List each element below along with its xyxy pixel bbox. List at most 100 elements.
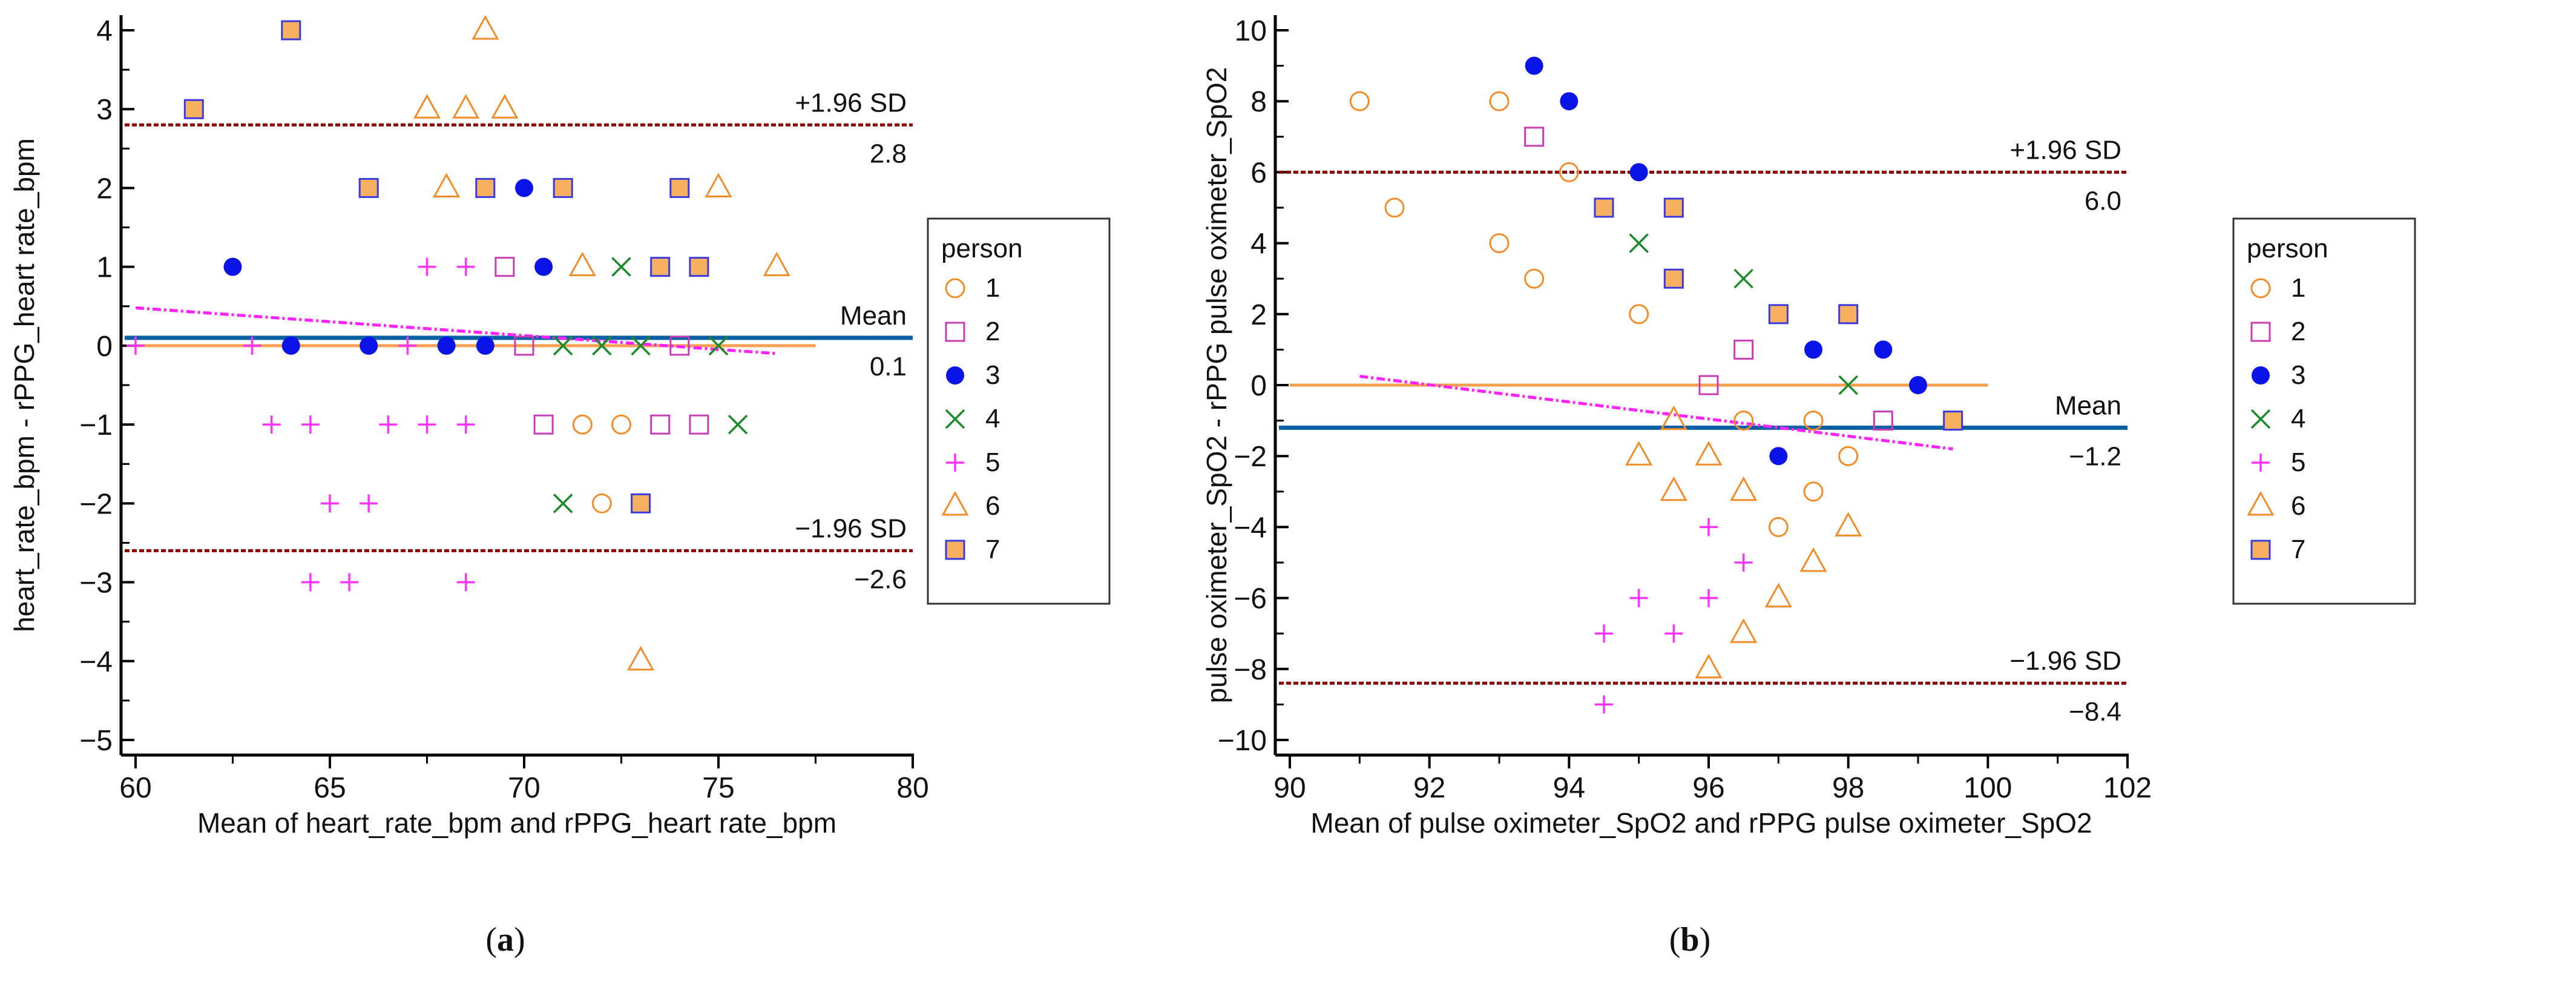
data-point	[611, 257, 631, 277]
data-point	[572, 414, 593, 435]
data-point	[1733, 339, 1754, 360]
y-tick-label: 6	[1250, 157, 1267, 189]
mean-value: 0.1	[870, 352, 907, 381]
legend-label: 1	[985, 273, 1000, 303]
data-point	[705, 173, 732, 197]
legend-label: 3	[985, 360, 1000, 390]
data-point	[669, 335, 690, 356]
legend: person 1 2 3 4 5 6 7	[927, 217, 1111, 605]
data-point	[281, 20, 301, 41]
data-point	[223, 257, 242, 276]
series-person-6	[1625, 405, 1862, 679]
data-point	[398, 336, 417, 355]
legend-marker-triangle	[941, 490, 969, 516]
data-point	[491, 94, 519, 119]
legend-label: 7	[985, 535, 1000, 564]
y-tick-label: −3	[79, 567, 113, 599]
y-axis-label: pulse oximeter_SpO2 - rPPG pulse oximete…	[1201, 67, 1232, 704]
legend-marker-x	[945, 409, 965, 429]
y-tick-label: −5	[79, 725, 113, 757]
data-point	[1838, 375, 1858, 395]
data-point	[379, 415, 398, 434]
data-point	[1594, 197, 1614, 218]
legend-marker-open-square	[2250, 322, 2271, 342]
legend-marker-dot	[2252, 366, 2270, 385]
x-tick-label: 102	[2103, 772, 2152, 804]
data-point	[592, 335, 612, 356]
data-point	[1804, 340, 1822, 359]
legend: person 1 2 3 4 5 6 7	[2232, 217, 2416, 605]
series-person-1	[572, 414, 631, 513]
data-point	[1595, 624, 1613, 643]
data-point	[301, 415, 320, 434]
data-point	[1943, 411, 1963, 431]
caption-letter: a	[497, 921, 514, 959]
x-tick-label: 96	[1692, 772, 1724, 804]
y-tick-label: 0	[1250, 370, 1267, 402]
legend-label: 1	[2291, 273, 2305, 303]
data-point	[568, 251, 596, 277]
x-tick-label: 98	[1832, 772, 1864, 804]
data-point	[1799, 547, 1827, 572]
data-point	[476, 336, 494, 355]
data-point	[1768, 304, 1789, 325]
series-person-7	[183, 20, 709, 513]
data-point	[1629, 304, 1649, 325]
legend-label: 2	[2291, 317, 2305, 346]
data-point	[1489, 233, 1510, 254]
caption-letter: b	[1680, 921, 1699, 959]
series-person-5	[1595, 518, 1753, 714]
x-tick-label: 90	[1273, 772, 1306, 804]
legend-marker-plus	[2252, 454, 2270, 472]
figure-caption: (a)	[485, 921, 525, 959]
data-point	[689, 257, 709, 277]
y-tick-label: −6	[1234, 583, 1267, 615]
data-point	[494, 257, 515, 277]
legend-box	[2232, 217, 2416, 605]
regression-line	[135, 306, 777, 355]
data-point	[1733, 411, 1754, 431]
data-point	[1803, 481, 1824, 502]
data-point	[1629, 233, 1649, 253]
legend-label: 5	[985, 447, 1000, 477]
legend-marker-x	[2250, 409, 2271, 429]
caption-close: )	[514, 921, 525, 959]
data-point	[611, 414, 631, 435]
legend-title: person	[941, 234, 1023, 263]
data-point	[1663, 197, 1684, 218]
legend-label: 3	[2291, 360, 2305, 390]
data-point	[1730, 618, 1758, 643]
data-point	[1384, 197, 1405, 218]
lower-limit-label: −1.96 SD	[2009, 646, 2121, 676]
caption-open: (	[485, 921, 497, 959]
data-point	[1835, 512, 1862, 537]
figure-caption: (b)	[1669, 921, 1710, 959]
upper-limit-label: +1.96 SD	[795, 88, 907, 117]
x-tick-label: 100	[1963, 772, 2012, 804]
data-point	[1559, 162, 1579, 182]
data-point	[631, 493, 651, 513]
data-point	[650, 257, 671, 277]
legend-marker-filled-square	[945, 540, 965, 560]
y-tick-label: −10	[1218, 725, 1267, 757]
x-axis-label: Mean of heart_rate_bpm and rPPG_heart ra…	[197, 807, 836, 839]
data-point	[472, 15, 499, 40]
data-point	[340, 573, 359, 592]
legend-label: 2	[985, 317, 1000, 346]
data-point	[728, 414, 748, 435]
data-point	[763, 251, 790, 277]
legend-title: person	[2247, 234, 2328, 263]
data-point	[1660, 405, 1687, 431]
data-point	[1700, 518, 1718, 537]
legend-label: 4	[985, 404, 1000, 434]
data-point	[1838, 446, 1859, 466]
y-tick-label: −4	[79, 646, 113, 678]
data-point	[1733, 268, 1753, 289]
data-point	[360, 336, 378, 355]
y-tick-label: 8	[1250, 86, 1267, 118]
lower-limit-value: −2.6	[854, 564, 907, 594]
data-point	[1349, 91, 1370, 111]
data-point	[456, 257, 475, 276]
data-point	[1560, 92, 1579, 111]
